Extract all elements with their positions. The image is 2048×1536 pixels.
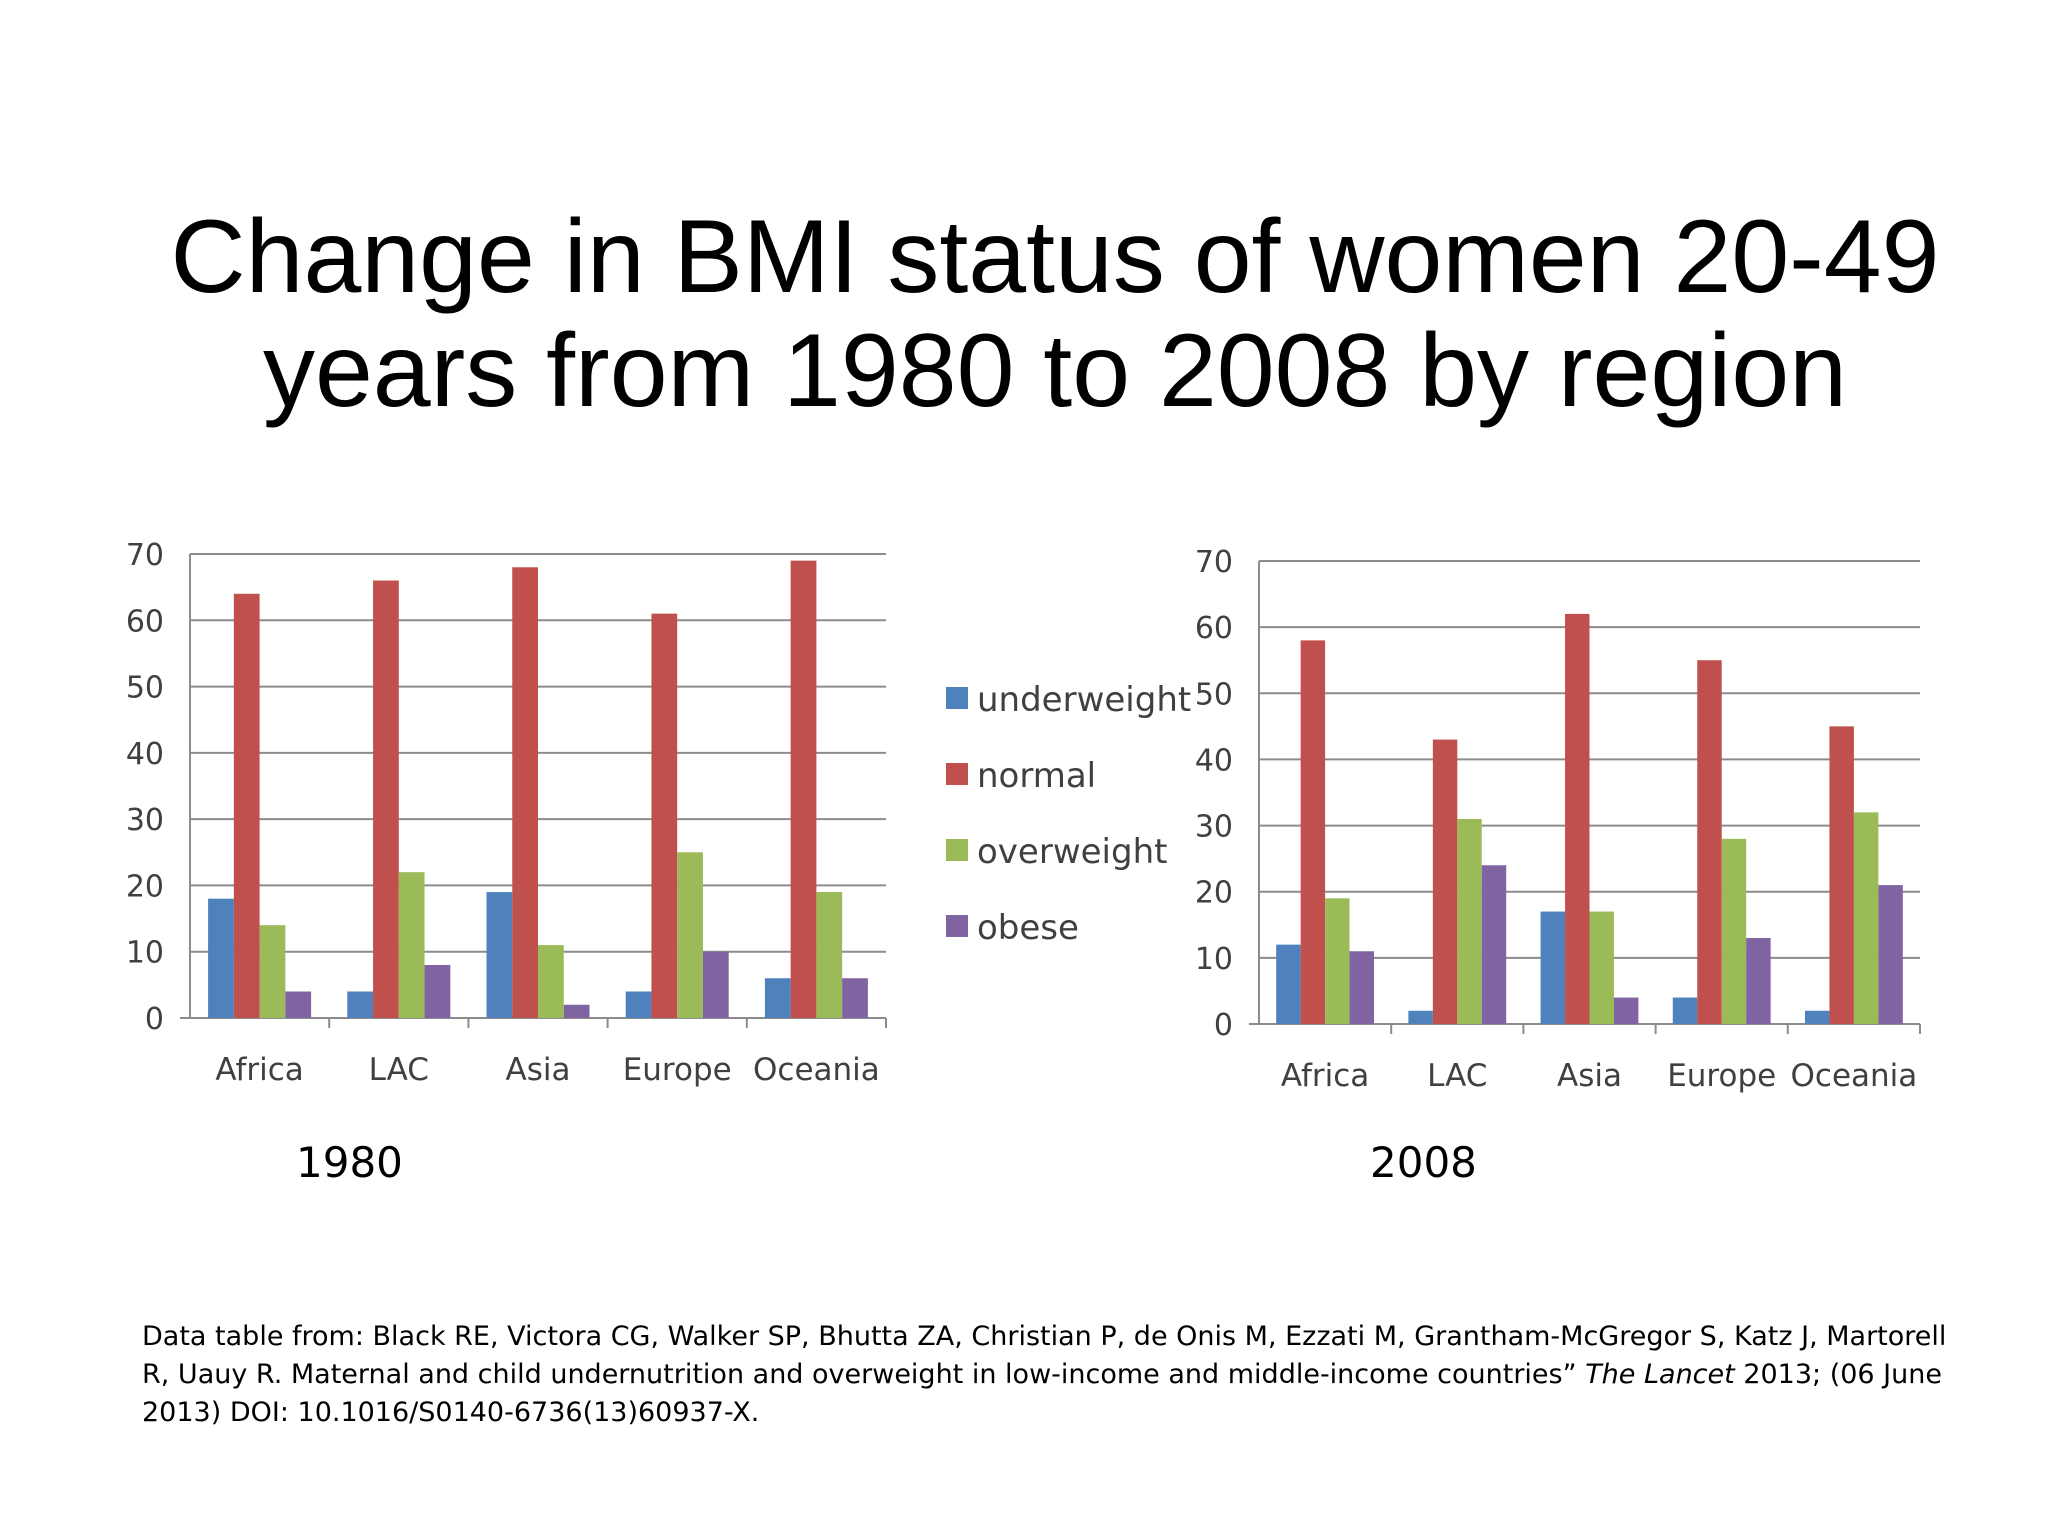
chart-1980-y-tick-label: 70	[126, 538, 164, 573]
legend-swatch-obese	[946, 915, 968, 937]
chart-1980-y-tick-label: 30	[126, 803, 164, 838]
chart-1980-bar-underweight-europe	[625, 991, 652, 1018]
source-citation-text: Data table from: Black RE, Victora CG, W…	[142, 1321, 1947, 1390]
chart-1980-bar-obese-lac	[424, 964, 451, 1018]
chart-1980-bar-normal-europe	[651, 613, 678, 1018]
chart-1980-bar-underweight-lac	[347, 991, 374, 1018]
chart-1980-bar-normal-lac	[373, 580, 399, 1018]
legend-swatch-underweight	[946, 687, 968, 709]
legend-label-obese: obese	[977, 908, 1079, 948]
chart-1980-bar-obese-asia	[563, 1004, 590, 1018]
chart-1980-bar-normal-africa	[233, 593, 260, 1018]
chart-1980-y-tick-label: 10	[126, 936, 164, 971]
chart-1980-bar-overweight-europe	[677, 852, 703, 1018]
chart-1980-bar-obese-africa	[285, 991, 312, 1018]
chart-1980-bar-underweight-africa	[208, 898, 234, 1018]
chart-1980-x-tick-label: Asia	[506, 1052, 571, 1088]
chart-1980-bar-overweight-lac	[398, 872, 425, 1018]
chart-1980-bar-normal-asia	[512, 567, 538, 1018]
chart-1980-y-tick-label: 20	[126, 869, 164, 904]
slide-title-line-2: years from 1980 to 2008 by region	[262, 313, 1848, 429]
chart-1980-x-tick-label: Oceania	[753, 1052, 880, 1088]
chart-1980-x-tick-label: Africa	[215, 1052, 303, 1088]
chart-1980-x-tick-label: Europe	[623, 1052, 732, 1088]
chart-1980-bar-overweight-oceania	[816, 892, 843, 1018]
chart-1980-bar-normal-oceania	[790, 560, 817, 1018]
slide-title: Change in BMI status of women 20-49 year…	[0, 200, 2048, 428]
chart-1980-bar-obese-oceania	[842, 978, 868, 1018]
chart-1980-bar-underweight-asia	[486, 892, 513, 1018]
chart-1980-caption: 1980	[296, 1138, 403, 1187]
chart-1980-bar-overweight-africa	[259, 925, 286, 1018]
chart-2008-caption: 2008	[1370, 1138, 1477, 1187]
legend-swatch-overweight	[946, 839, 968, 861]
chart-1980-bar-overweight-asia	[538, 945, 564, 1018]
source-citation: Data table from: Black RE, Victora CG, W…	[142, 1318, 1972, 1432]
chart-1980-y-tick-label: 40	[126, 737, 164, 772]
chart-1980-bar-underweight-oceania	[764, 978, 791, 1018]
legend-label-underweight: underweight	[977, 680, 1191, 720]
chart-1980-y-tick-label: 0	[145, 1002, 164, 1037]
chart-1980-y-tick-label: 60	[126, 604, 164, 639]
legend-swatch-normal	[946, 763, 968, 785]
chart-1980-bar-obese-europe	[702, 951, 729, 1018]
legend-label-overweight: overweight	[977, 832, 1167, 872]
source-journal-name: The Lancet	[1585, 1359, 1735, 1390]
slide-title-line-1: Change in BMI status of women 20-49	[170, 199, 1940, 315]
chart-1980-x-tick-label: LAC	[369, 1052, 429, 1088]
source-citation-details: 2013; (06 June 2013) DOI: 10.1016/S0140-…	[142, 1359, 1942, 1428]
legend-label-normal: normal	[977, 756, 1096, 796]
chart-1980-y-tick-label: 50	[126, 671, 164, 706]
